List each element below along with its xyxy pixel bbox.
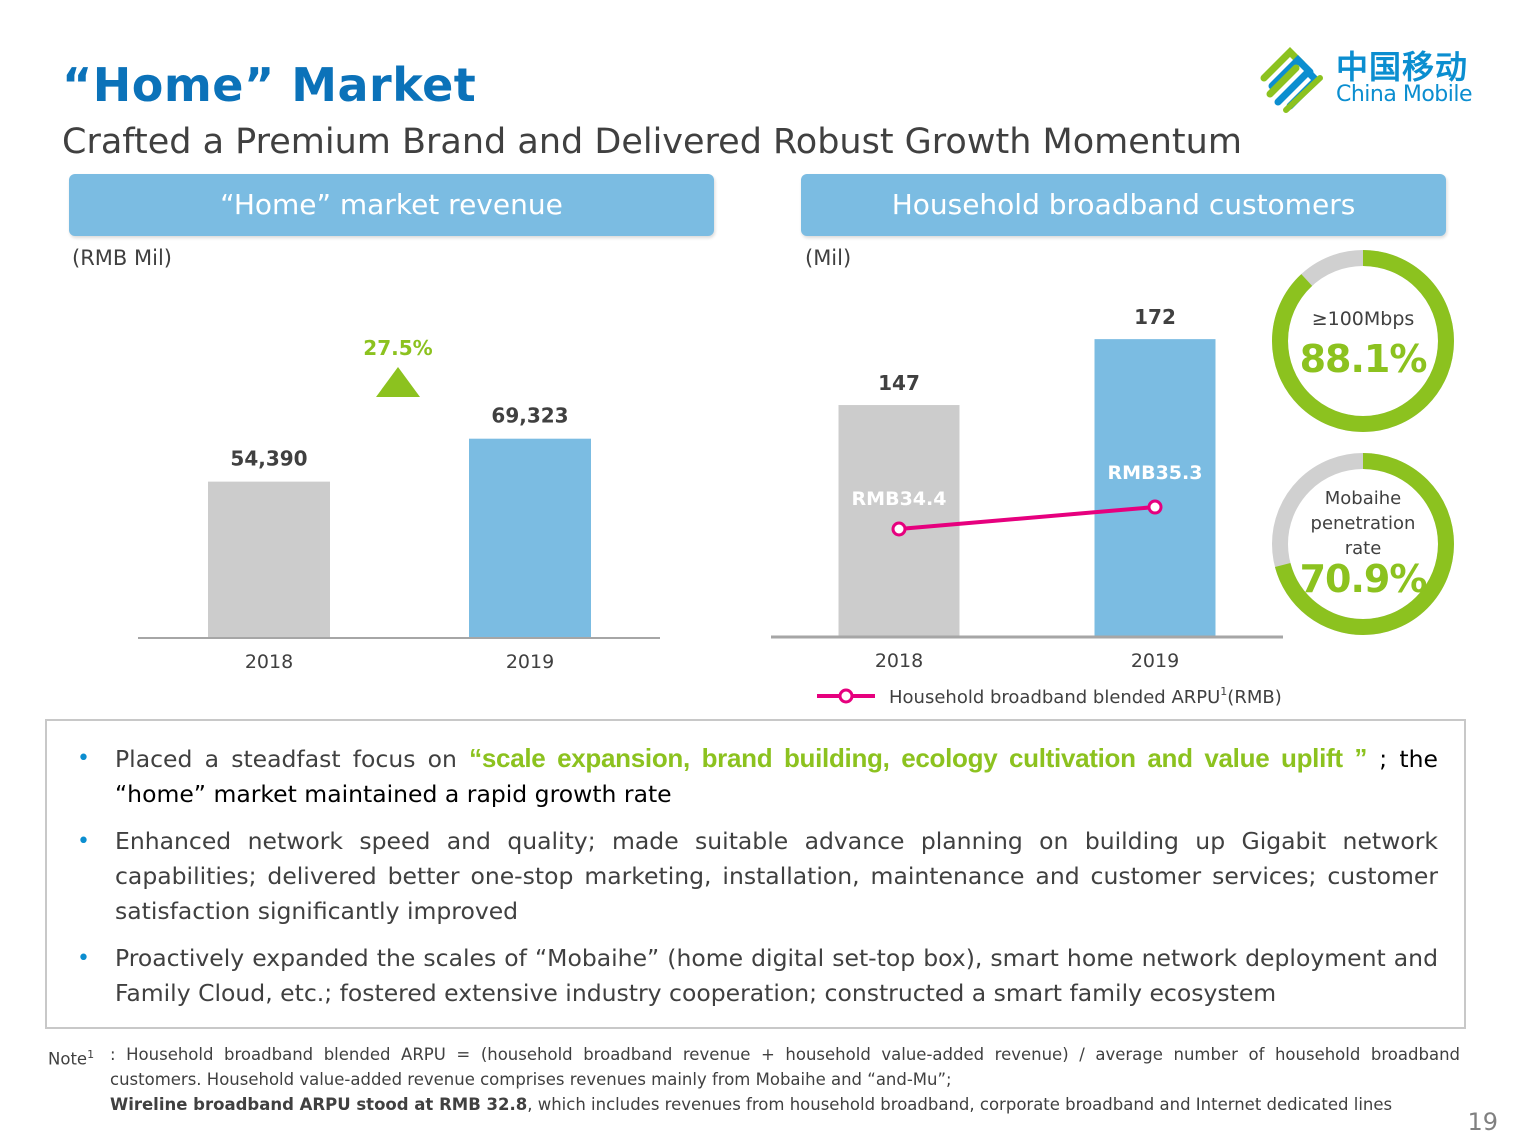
china-mobile-logo-icon: [1260, 47, 1323, 113]
bullet-item: • Proactively expanded the scales of “Mo…: [77, 941, 1438, 1011]
bullet-1-before: Placed a steadfast focus on: [115, 745, 470, 773]
growth-rate-label: 27.5%: [363, 336, 432, 360]
broadband-bar-2018: [838, 405, 960, 637]
donut-label: ≥100Mbps: [1312, 308, 1415, 330]
bullet-dot-icon: •: [77, 946, 90, 971]
footnote-bold: Wireline broadband ARPU stood at RMB 32.…: [110, 1095, 528, 1114]
footnote: Note1 : Household broadband blended ARPU…: [48, 1042, 1460, 1117]
donut-value-text: 70.9%: [1300, 557, 1427, 601]
donut-value-arc: [1272, 453, 1454, 635]
footnote-line-1: : Household broadband blended ARPU = (ho…: [110, 1045, 1460, 1089]
broadband-value-label: 147: [878, 371, 920, 395]
arpu-value-label: RMB34.4: [852, 488, 947, 510]
footnote-label: Note1: [48, 1048, 95, 1069]
broadband-x-tick: 2019: [1131, 650, 1179, 672]
donut-label-line: Mobaihe: [1325, 488, 1401, 509]
donut-value-arc: [1272, 250, 1454, 432]
page-number: 19: [1467, 1108, 1498, 1136]
revenue-x-tick: 2019: [506, 651, 554, 673]
revenue-bar-2019: [469, 438, 591, 638]
revenue-bar-chart: 54,390 2018 69,323 2019 27.5%: [138, 336, 660, 673]
broadband-bar-2019: [1094, 339, 1216, 637]
slide-subtitle: Crafted a Premium Brand and Delivered Ro…: [62, 122, 1242, 162]
legend-marker-icon: [838, 688, 854, 704]
bullet-item: • Placed a steadfast focus on “scale exp…: [77, 741, 1438, 812]
broadband-value-label: 172: [1134, 305, 1176, 329]
revenue-bar-2018: [208, 481, 330, 638]
broadband-x-tick: 2018: [875, 650, 923, 672]
donut-value-text: 88.1%: [1300, 337, 1427, 381]
bullet-3-text: Proactively expanded the scales of “Moba…: [115, 944, 1438, 1007]
up-triangle-icon: [376, 367, 420, 397]
donut-label-line: rate: [1345, 538, 1382, 559]
slide-title: “Home” Market: [62, 58, 477, 112]
arpu-point: [891, 521, 907, 537]
revenue-chart-header: “Home” market revenue: [69, 174, 714, 236]
bullet-dot-icon: •: [77, 746, 90, 771]
bullet-1-after: ; the “home” market maintained a rapid g…: [115, 745, 1438, 808]
logo-english-text: China Mobile: [1336, 82, 1473, 107]
speed-donut-chart: ≥100Mbps 88.1%: [1272, 250, 1454, 432]
footnote-line-2: , which includes revenues from household…: [527, 1095, 1393, 1114]
arpu-value-label: RMB35.3: [1108, 462, 1203, 484]
broadband-bar-chart: 147 2018 172 2019 RMB34.4 RMB35.3 Household br…: [771, 305, 1283, 708]
key-points-box: • Placed a steadfast focus on “scale exp…: [45, 719, 1466, 1029]
revenue-x-tick: 2018: [245, 651, 293, 673]
bullet-item: • Enhanced network speed and quality; ma…: [77, 824, 1438, 929]
broadband-chart-header: Household broadband customers: [801, 174, 1446, 236]
legend-label: Household broadband blended ARPU1(RMB): [889, 685, 1282, 708]
bullet-dot-icon: •: [77, 829, 90, 854]
broadband-unit-label: (Mil): [805, 246, 852, 270]
china-mobile-logo: 中国移动 China Mobile: [1250, 38, 1490, 118]
revenue-unit-label: (RMB Mil): [72, 246, 172, 270]
donut-label-line: penetration: [1311, 513, 1416, 534]
arpu-point: [1147, 499, 1163, 515]
bullet-2-text: Enhanced network speed and quality; made…: [115, 827, 1438, 925]
revenue-value-label: 69,323: [491, 404, 568, 428]
revenue-value-label: 54,390: [230, 447, 307, 471]
bullet-1-highlight: “scale expansion, brand building, ecolog…: [469, 743, 1368, 773]
arpu-line: [898, 505, 1156, 531]
logo-chinese-text: 中国移动: [1336, 48, 1469, 86]
